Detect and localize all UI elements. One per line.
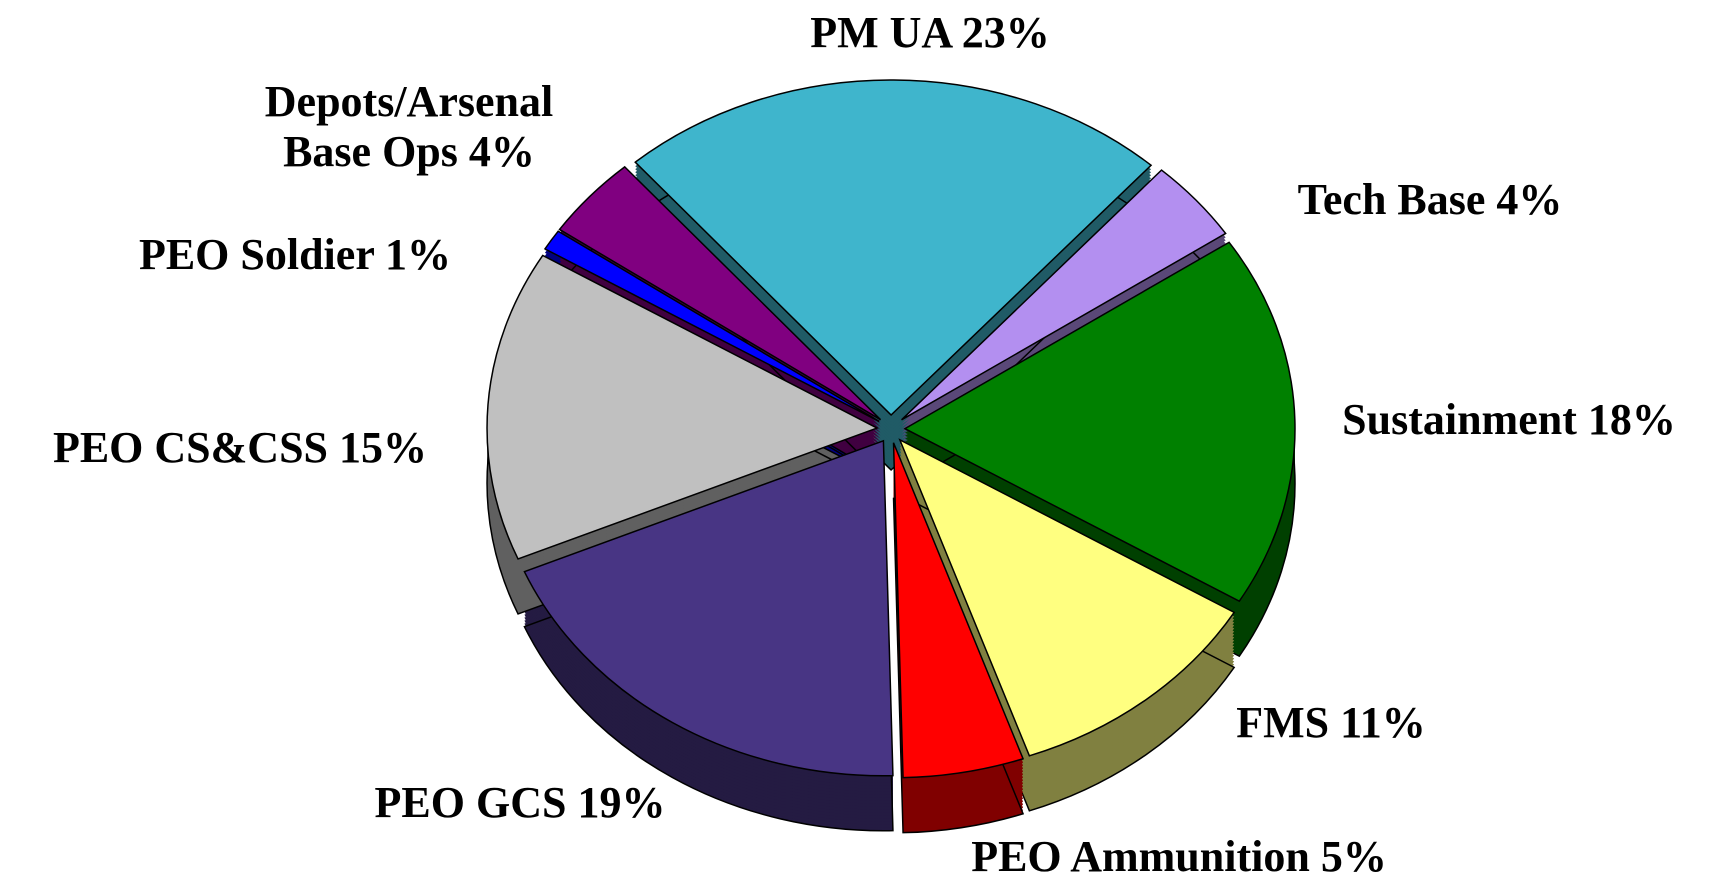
- category-name: PM UA: [810, 8, 951, 57]
- value-label: 15%: [339, 423, 428, 472]
- category-name: PEO Soldier: [138, 230, 375, 279]
- value-label: 19%: [577, 778, 666, 827]
- slice-label: FMS 11%: [1236, 698, 1425, 748]
- value-label: 11%: [1340, 698, 1426, 747]
- category-name: Tech Base: [1297, 175, 1486, 224]
- category-name: PEO Ammunition: [971, 832, 1310, 881]
- category-name: Sustainment: [1342, 395, 1577, 444]
- slice: [898, 438, 1236, 757]
- slice-label: PEO Ammunition 5%: [971, 832, 1387, 882]
- value-label: 4%: [1496, 175, 1563, 224]
- category-name: PEO CS&CSS: [52, 423, 329, 472]
- slice: [523, 439, 894, 777]
- slice: [634, 79, 1153, 417]
- slice: [892, 442, 1025, 779]
- slice-label: PM UA 23%: [810, 8, 1050, 58]
- slice-label: Tech Base 4%: [1298, 175, 1563, 225]
- slice: [486, 254, 879, 560]
- category-name: PEO GCS: [374, 778, 567, 827]
- value-label: 1%: [385, 230, 452, 279]
- category-name: Depots/Arsenal Base Ops: [264, 77, 554, 176]
- slice-side: [523, 494, 894, 832]
- slice-label: Sustainment 18%: [1342, 395, 1676, 445]
- slice: [903, 241, 1296, 603]
- slice-side: [892, 497, 1025, 834]
- value-label: 23%: [961, 8, 1050, 57]
- slice-side: [898, 493, 1236, 812]
- value-label: 4%: [468, 127, 535, 176]
- value-label: 18%: [1587, 395, 1676, 444]
- slice-label: PEO CS&CSS 15%: [53, 423, 427, 473]
- value-label: 5%: [1320, 832, 1387, 881]
- slice-label: PEO Soldier 1%: [139, 230, 451, 280]
- slice: [558, 165, 882, 421]
- slice: [543, 230, 880, 423]
- slice: [901, 169, 1227, 421]
- category-name: FMS: [1236, 698, 1330, 747]
- slice-label: Depots/Arsenal Base Ops 4%: [229, 77, 589, 177]
- slice-label: PEO GCS 19%: [375, 778, 666, 828]
